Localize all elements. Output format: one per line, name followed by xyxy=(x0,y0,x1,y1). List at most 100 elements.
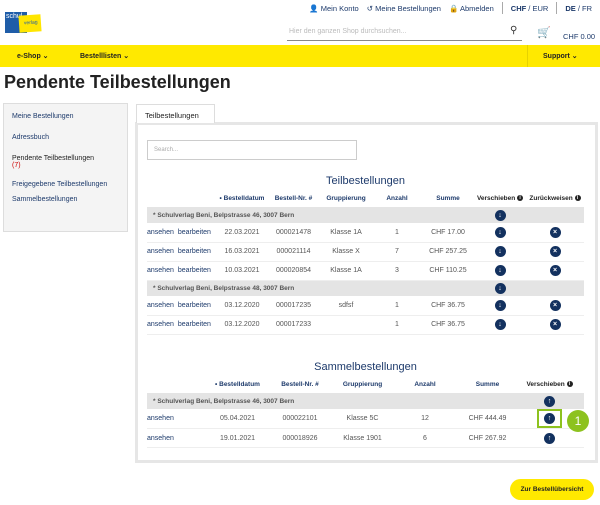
col-summe[interactable]: Summe xyxy=(436,195,460,202)
teil-title: Teilbestellungen xyxy=(326,175,405,187)
language-switch[interactable]: DE / FR xyxy=(565,3,592,13)
search-icon[interactable]: ⚲ xyxy=(510,25,518,36)
shop-search-input[interactable]: Hier den ganzen Shop durchsuchen... xyxy=(287,23,522,41)
icon-wrap: ↓ xyxy=(494,319,506,330)
cell: 000021114 xyxy=(267,242,320,262)
icon-wrap: ↑ xyxy=(544,432,555,444)
divider xyxy=(556,2,558,14)
ansehen-link[interactable]: ansehen xyxy=(147,415,174,422)
move-down-icon[interactable]: ↓ xyxy=(494,265,506,276)
nav-support[interactable]: Support ⌄ xyxy=(543,53,578,60)
cell: sdfsf xyxy=(320,296,372,316)
cell: Klasse 1A xyxy=(320,261,372,281)
cell: 000017233 xyxy=(267,315,320,335)
reject-icon[interactable]: × xyxy=(549,265,561,276)
currency-switch[interactable]: CHF / EUR xyxy=(510,3,549,13)
sort-bestelldatum[interactable]: • Bestelldatum xyxy=(215,381,260,388)
table-row: ansehen bearbeiten 16.03.2021 000021114 Klas… xyxy=(147,242,584,262)
cart-icon[interactable]: 🛒 xyxy=(537,27,551,39)
icon-wrap: ↓ xyxy=(494,209,506,221)
cell: 19.01.2021 xyxy=(210,428,265,448)
group-address: * Schulverlag Beni, Belpstrasse 48, 3007… xyxy=(147,280,474,296)
reject-icon[interactable]: × xyxy=(549,226,561,238)
nav-bestelllisten[interactable]: Bestelllisten ⌄ xyxy=(80,53,130,60)
meine-bestellungen-link[interactable]: ↺ Meine Bestellungen xyxy=(366,3,441,13)
table-row: ansehen 05.04.2021 000022101 Klasse 5C 12 CHF… xyxy=(147,409,584,429)
sidebar-item-freigegebene[interactable]: Freigegebene Teilbestellungen xyxy=(12,181,108,188)
top-links: 👤 Mein Konto ↺ Meine Bestellungen 🔒 Abme… xyxy=(309,2,592,14)
sidebar-item-meine-bestellungen[interactable]: Meine Bestellungen xyxy=(12,113,74,120)
cell: 1 xyxy=(372,315,422,335)
col-nr[interactable]: Bestell-Nr. # xyxy=(281,381,319,388)
bearbeiten-link[interactable]: bearbeiten xyxy=(177,248,211,255)
cell: 1 xyxy=(372,296,422,316)
highlight-box: ↑ xyxy=(537,409,562,428)
bearbeiten-link[interactable]: bearbeiten xyxy=(177,228,211,236)
reject-icon[interactable]: × xyxy=(549,299,561,311)
ansehen-link[interactable]: ansehen xyxy=(147,301,174,309)
bearbeiten-link[interactable]: bearbeiten xyxy=(177,321,211,328)
cart-total[interactable]: CHF 0.00 xyxy=(563,32,596,41)
group-row: * Schulverlag Beni, Belpstrasse 48, 3007… xyxy=(147,280,584,296)
move-down-icon[interactable]: ↓ xyxy=(494,226,506,238)
cell: CHF 17.00 xyxy=(422,223,474,243)
icon-wrap: ↓ xyxy=(494,299,506,311)
icon-wrap: ↓ xyxy=(494,282,506,294)
cell: 12 xyxy=(390,409,460,429)
ansehen-link[interactable]: ansehen xyxy=(147,248,174,255)
sidebar-item-sammelbestellungen[interactable]: Sammelbestellungen xyxy=(12,196,78,203)
move-down-icon[interactable]: ↓ xyxy=(494,246,506,257)
reject-icon[interactable]: × xyxy=(549,319,561,330)
col-gruppierung[interactable]: Gruppierung xyxy=(326,195,366,202)
cell: 000017235 xyxy=(267,296,320,316)
tab-teilbestellungen[interactable]: Teilbestellungen xyxy=(136,104,215,123)
col-nr[interactable]: Bestell-Nr. # xyxy=(274,195,313,202)
zur-bestelluebersicht-button[interactable]: Zur Bestellübersicht xyxy=(510,479,594,500)
col-anzahl[interactable]: Anzahl xyxy=(386,195,408,202)
ansehen-link[interactable]: ansehen xyxy=(147,321,174,328)
move-up-icon[interactable]: ↑ xyxy=(544,395,555,407)
bearbeiten-link[interactable]: bearbeiten xyxy=(177,301,211,309)
cell: CHF 444.49 xyxy=(460,409,515,429)
cell: 1 xyxy=(372,223,422,243)
move-down-icon[interactable]: ↓ xyxy=(494,282,506,294)
sammel-table: • Bestelldatum Bestell-Nr. # Gruppierung An… xyxy=(147,376,584,448)
col-verschieben: Verschieben i xyxy=(474,190,526,207)
move-down-icon[interactable]: ↓ xyxy=(494,299,506,311)
logo[interactable]: schul verlag xyxy=(5,12,42,33)
cell: CHF 267.92 xyxy=(460,428,515,448)
group-row: * Schulverlag Beni, Belpstrasse 46, 3007… xyxy=(147,207,584,223)
search-input[interactable]: Search... xyxy=(147,140,357,160)
mein-konto-link[interactable]: 👤 Mein Konto xyxy=(309,3,359,13)
cell: 000021478 xyxy=(267,223,320,243)
sidebar-item-pendente[interactable]: Pendente Teilbestellungen (7) xyxy=(12,155,94,169)
move-down-icon[interactable]: ↓ xyxy=(494,209,506,221)
icon-wrap: × xyxy=(549,226,561,238)
col-gruppierung[interactable]: Gruppierung xyxy=(342,381,383,388)
sidebar: Meine Bestellungen Adressbuch Pendente T… xyxy=(3,103,128,232)
move-up-icon[interactable]: ↑ xyxy=(544,432,555,444)
bearbeiten-link[interactable]: bearbeiten xyxy=(177,267,211,274)
cell: 05.04.2021 xyxy=(210,409,265,429)
sort-bestelldatum[interactable]: • Bestelldatum xyxy=(219,195,265,202)
move-up-icon[interactable]: ↑ xyxy=(544,413,555,424)
col-verschieben: Verschieben i xyxy=(515,376,584,393)
cell: Klasse 5C xyxy=(335,409,390,429)
group-row: * Schulverlag Beni, Belpstrasse 46, 3007… xyxy=(147,393,584,409)
table-row: ansehen bearbeiten 10.03.2021 000020854 Klas… xyxy=(147,261,584,281)
table-row: ansehen bearbeiten 22.03.2021 000021478 Klas… xyxy=(147,223,584,243)
info-icon: i xyxy=(517,195,524,202)
table-row: ansehen bearbeiten 03.12.2020 000017235 sdfs… xyxy=(147,296,584,316)
move-down-icon[interactable]: ↓ xyxy=(494,319,506,330)
col-summe[interactable]: Summe xyxy=(475,381,500,388)
ansehen-link[interactable]: ansehen xyxy=(147,228,174,236)
nav-eshop[interactable]: e-Shop ⌄ xyxy=(17,53,49,60)
sidebar-item-adressbuch[interactable]: Adressbuch xyxy=(12,134,49,141)
cell: 22.03.2021 xyxy=(217,223,267,243)
ansehen-link[interactable]: ansehen xyxy=(147,434,174,442)
cell xyxy=(320,315,372,335)
abmelden-link[interactable]: 🔒 Abmelden xyxy=(448,3,494,13)
ansehen-link[interactable]: ansehen xyxy=(147,267,174,274)
reject-icon[interactable]: × xyxy=(549,246,561,257)
col-anzahl[interactable]: Anzahl xyxy=(414,381,436,388)
